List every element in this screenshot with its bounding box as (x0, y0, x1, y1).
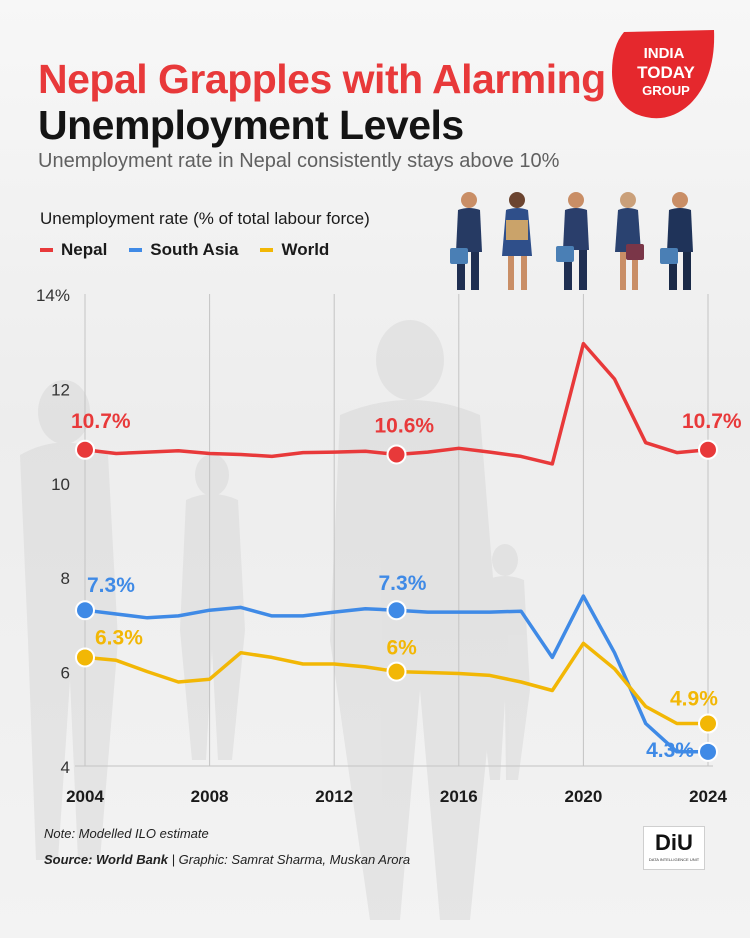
legend-label-world: World (281, 240, 330, 259)
data-point-marker (386, 661, 407, 682)
subtitle: Unemployment rate in Nepal consistently … (38, 150, 560, 172)
diu-badge-subtext: DATA INTELLIGENCE UNIT (648, 857, 700, 862)
data-point-marker (386, 600, 407, 621)
person-figure-2 (502, 192, 532, 290)
source: Source: World Bank (44, 852, 169, 867)
title-line-1: Nepal Grapples with Alarming (38, 56, 606, 102)
data-point-marker (698, 713, 718, 734)
data-label: 10.7% (71, 410, 131, 433)
x-tick-label: 2004 (66, 787, 104, 806)
legend-label-south-asia: South Asia (150, 240, 239, 259)
x-tick-label: 2012 (315, 787, 353, 806)
diu-badge-text: DiU (655, 830, 693, 855)
data-point-marker (75, 647, 95, 668)
logo-line-1: INDIA (644, 45, 685, 62)
legend-label-nepal: Nepal (61, 240, 108, 259)
job-seekers-illustration (450, 192, 693, 290)
data-label: 10.7% (682, 410, 742, 433)
data-label: 10.6% (375, 414, 435, 437)
data-point-marker (698, 439, 718, 460)
source-line: Source: World Bank | Graphic: Samrat Sha… (44, 852, 410, 867)
data-label: 6.3% (95, 626, 143, 649)
title-line-2: Unemployment Levels (38, 102, 464, 148)
legend-item-south-asia: South Asia (129, 240, 238, 260)
diu-badge: DiU DATA INTELLIGENCE UNIT (643, 826, 705, 870)
x-tick-label: 2020 (564, 787, 602, 806)
y-tick-label: 8 (61, 569, 70, 588)
data-point-marker (386, 444, 407, 465)
graphic-credit: Graphic: Samrat Sharma, Muskan Arora (178, 852, 411, 867)
y-tick-label: 14% (36, 286, 70, 305)
x-tick-label: 2008 (191, 787, 229, 806)
logo-line-3: GROUP (642, 83, 690, 98)
x-tick-label: 2024 (689, 787, 727, 806)
person-figure-1 (450, 192, 482, 290)
note: Note: Modelled ILO estimate (44, 826, 209, 841)
legend-swatch-world (260, 248, 274, 252)
legend: Nepal South Asia World (40, 240, 329, 260)
person-figure-5 (660, 192, 693, 290)
y-axis-label: Unemployment rate (% of total labour for… (40, 209, 370, 228)
legend-swatch-south-asia (129, 248, 143, 252)
legend-item-nepal: Nepal (40, 240, 107, 260)
data-point-marker (75, 600, 95, 621)
y-tick-label: 4 (61, 758, 70, 777)
y-tick-label: 6 (61, 664, 70, 683)
x-tick-label: 2016 (440, 787, 478, 806)
data-label: 7.3% (379, 572, 427, 595)
y-tick-label: 10 (51, 475, 70, 494)
source-separator: | (171, 852, 176, 867)
data-point-marker (75, 439, 95, 460)
legend-swatch-nepal (40, 248, 53, 252)
data-label: 4.9% (670, 688, 718, 711)
person-figure-3 (556, 192, 589, 290)
person-figure-4 (615, 192, 644, 290)
legend-item-world: World (260, 240, 329, 260)
logo-line-2: TODAY (637, 63, 695, 82)
data-label: 7.3% (87, 574, 135, 597)
data-label: 6% (387, 637, 418, 660)
india-today-group-logo: INDIA TODAY GROUP (612, 30, 715, 119)
data-point-marker (698, 741, 718, 762)
y-tick-label: 12 (51, 380, 70, 399)
data-label: 4.3% (646, 739, 694, 762)
